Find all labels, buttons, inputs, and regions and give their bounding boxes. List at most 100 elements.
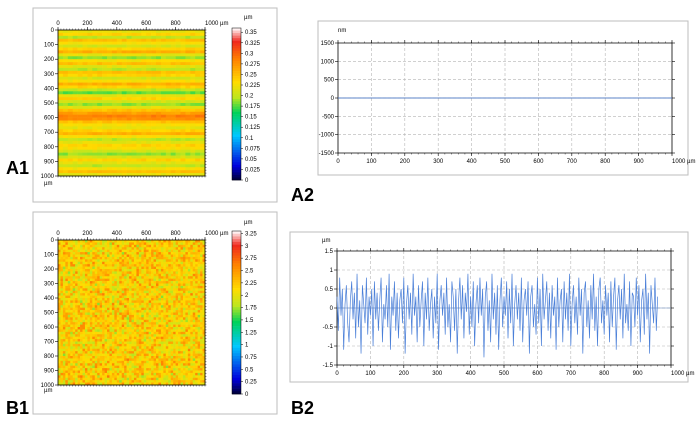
heatmap-cell — [185, 322, 189, 325]
heatmap-cell — [141, 310, 145, 313]
heatmap-cell — [131, 88, 137, 92]
heatmap-cell — [82, 158, 88, 162]
heatmap-cell — [185, 158, 191, 162]
heatmap-cell — [80, 247, 83, 250]
heatmap-cell — [146, 73, 152, 78]
heatmap-cell — [121, 310, 125, 313]
heatmap-cell — [75, 324, 78, 328]
heatmap-cell — [126, 264, 130, 267]
heatmap-cell — [65, 266, 69, 270]
heatmap-cell — [104, 293, 108, 296]
heatmap-cell — [190, 300, 194, 304]
heatmap-cell — [77, 155, 83, 159]
heatmap-cell — [102, 82, 108, 86]
heatmap-cell — [58, 173, 64, 177]
heatmap-cell — [65, 247, 69, 250]
heatmap-cell — [190, 73, 196, 78]
heatmap-cell — [58, 278, 61, 282]
heatmap-cell — [124, 314, 127, 318]
heatmap-cell — [102, 67, 108, 72]
heatmap-cell — [111, 290, 115, 294]
heatmap-cell — [92, 126, 98, 130]
heatmap-cell — [146, 283, 149, 287]
heatmap-cell — [195, 140, 201, 145]
heatmap-cell — [116, 269, 120, 272]
heatmap-cell — [77, 135, 83, 139]
heatmap-cell — [160, 62, 167, 66]
heatmap-cell — [190, 295, 194, 299]
heatmap-cell — [187, 247, 191, 250]
heatmap-cell — [92, 44, 98, 48]
heatmap-cell — [121, 173, 127, 177]
y-tick-label: 1000 — [41, 174, 55, 180]
heatmap-cell — [126, 351, 130, 354]
heatmap-cell — [131, 356, 135, 359]
heatmap-cell — [146, 288, 149, 292]
heatmap-cell — [163, 305, 167, 308]
heatmap-cell — [107, 108, 113, 113]
heatmap-cell — [97, 273, 100, 277]
heatmap-cell — [97, 269, 100, 272]
heatmap-cell — [129, 322, 132, 325]
heatmap-cell — [102, 348, 105, 352]
heatmap-cell — [131, 123, 137, 127]
heatmap-cell — [60, 261, 64, 265]
heatmap-cell — [65, 360, 69, 364]
heatmap-cell — [197, 336, 201, 340]
heatmap-cell — [67, 322, 71, 325]
heatmap-cell — [138, 300, 142, 304]
heatmap-cell — [200, 331, 203, 335]
heatmap-cell — [102, 30, 108, 34]
heatmap-cell — [70, 271, 73, 275]
heatmap-cell — [126, 319, 130, 323]
heatmap-cell — [121, 155, 127, 159]
heatmap-cell — [146, 302, 149, 306]
heatmap-cell — [173, 273, 176, 277]
heatmap-cell — [173, 312, 176, 316]
heatmap-cell — [131, 278, 135, 282]
heatmap-cell — [151, 271, 154, 275]
heatmap-cell — [200, 298, 203, 301]
heatmap-cell — [111, 173, 118, 177]
heatmap-cell — [170, 114, 176, 118]
heatmap-cell — [192, 242, 196, 246]
heatmap-cell — [153, 317, 157, 321]
heatmap-cell — [72, 360, 76, 364]
heatmap-cell — [67, 259, 71, 263]
heatmap-cell — [102, 161, 108, 165]
heatmap-cell — [131, 59, 137, 63]
heatmap-cell — [107, 281, 110, 284]
heatmap-cell — [72, 85, 78, 89]
heatmap-cell — [141, 47, 147, 51]
heatmap-cell — [153, 254, 157, 258]
heatmap-cell — [187, 298, 191, 301]
heatmap-cell — [92, 164, 98, 168]
heatmap-cell — [80, 302, 83, 306]
heatmap-cell — [94, 256, 98, 260]
heatmap-cell — [77, 73, 83, 78]
heatmap-cell — [151, 266, 154, 270]
heatmap-cell — [160, 261, 164, 265]
heatmap-cell — [141, 155, 147, 159]
heatmap-cell — [178, 343, 181, 347]
heatmap-cell — [92, 149, 98, 153]
heatmap-cell — [202, 252, 206, 255]
heatmap-cell — [65, 331, 69, 335]
heatmap-cell — [72, 65, 78, 69]
heatmap-cell — [151, 244, 154, 248]
heatmap-cell — [104, 276, 108, 279]
heatmap-cell — [192, 343, 196, 347]
heatmap-cell — [84, 302, 88, 306]
heatmap-cell — [156, 346, 159, 350]
heatmap-cell — [89, 271, 93, 275]
heatmap-cell — [121, 290, 125, 294]
heatmap-cell — [104, 310, 108, 313]
heatmap-cell — [146, 310, 149, 313]
heatmap-cell — [77, 123, 83, 127]
heatmap-cell — [124, 307, 127, 311]
colorbar-segment — [232, 81, 241, 85]
heatmap-cell — [200, 319, 203, 323]
heatmap-cell — [116, 288, 120, 292]
heatmap-cell — [141, 314, 145, 318]
heatmap-cell — [60, 252, 64, 255]
